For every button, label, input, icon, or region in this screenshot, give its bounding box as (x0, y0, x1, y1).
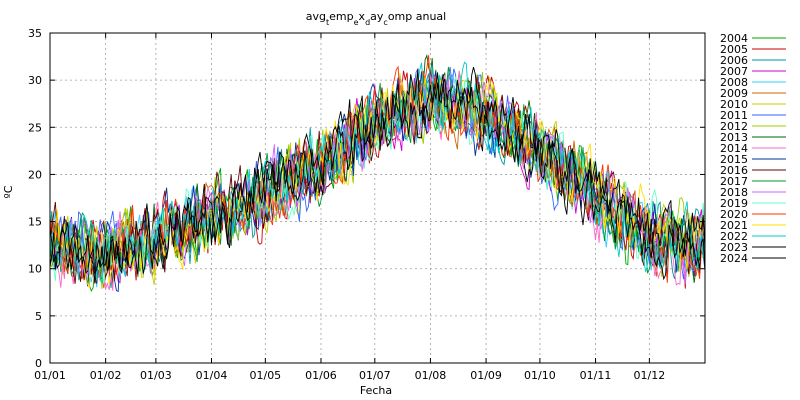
x-tick-label: 01/09 (470, 369, 502, 382)
legend-label-2015: 2015 (720, 153, 748, 166)
legend-label-2007: 2007 (720, 65, 748, 78)
x-tick-label: 01/11 (580, 369, 612, 382)
legend-label-2017: 2017 (720, 175, 748, 188)
legend-label-2016: 2016 (720, 164, 748, 177)
y-tick-label: 0 (35, 357, 42, 370)
x-tick-label: 01/10 (524, 369, 556, 382)
legend-label-2021: 2021 (720, 219, 748, 232)
y-tick-label: 35 (28, 27, 42, 40)
plot-frame (49, 32, 706, 364)
chart-title: avgtempexdaycomp anual (306, 10, 446, 27)
axes: 0 5 10 15 20 25 30 35 01/01 01/02 01/03 01/04 01/05 0… (28, 27, 706, 382)
y-tick-label: 20 (28, 168, 42, 181)
x-tick-label: 01/06 (305, 369, 337, 382)
y-tick-label: 30 (28, 74, 42, 87)
legend-label-2013: 2013 (720, 131, 748, 144)
legend-label-2004: 2004 (720, 32, 748, 45)
legend: 2004200520062007200820092010201120122013… (720, 32, 786, 265)
legend-label-2012: 2012 (720, 120, 748, 133)
series-lines (49, 53, 706, 293)
x-tick-label: 01/07 (359, 369, 391, 382)
legend-label-2022: 2022 (720, 230, 748, 243)
legend-label-2018: 2018 (720, 186, 748, 199)
legend-label-2006: 2006 (720, 54, 748, 67)
legend-label-2024: 2024 (720, 252, 748, 265)
legend-label-2020: 2020 (720, 208, 748, 221)
legend-label-2005: 2005 (720, 43, 748, 56)
legend-label-2014: 2014 (720, 142, 748, 155)
x-tick-label: 01/01 (34, 369, 66, 382)
y-tick-label: 15 (28, 216, 42, 229)
series-line-2023 (49, 66, 706, 281)
x-tick-label: 01/03 (140, 369, 172, 382)
series-line-2012 (49, 69, 706, 289)
legend-label-2023: 2023 (720, 241, 748, 254)
series-line-2022 (49, 61, 706, 283)
series-line-2024 (49, 74, 706, 284)
legend-label-2011: 2011 (720, 109, 748, 122)
y-tick-label: 5 (35, 310, 42, 323)
x-tick-label: 01/12 (634, 369, 666, 382)
x-tick-label: 01/05 (249, 369, 281, 382)
legend-label-2019: 2019 (720, 197, 748, 210)
y-axis-label: ºC (2, 185, 15, 198)
legend-label-2009: 2009 (720, 87, 748, 100)
y-tick-label: 25 (28, 121, 42, 134)
y-tick-label: 10 (28, 263, 42, 276)
x-axis-label: Fecha (360, 384, 392, 397)
legend-label-2008: 2008 (720, 76, 748, 89)
legend-label-2010: 2010 (720, 98, 748, 111)
x-tick-label: 01/02 (90, 369, 122, 382)
x-tick-label: 01/08 (415, 369, 447, 382)
x-tick-label: 01/04 (196, 369, 228, 382)
